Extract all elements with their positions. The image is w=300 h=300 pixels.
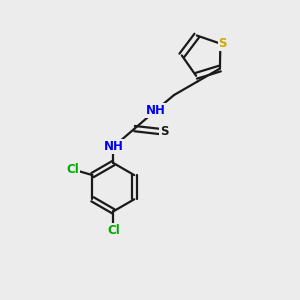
Text: NH: NH (103, 140, 123, 153)
Text: NH: NH (146, 104, 166, 117)
Text: S: S (218, 37, 227, 50)
Text: Cl: Cl (107, 224, 120, 237)
Text: S: S (160, 125, 168, 138)
Text: Cl: Cl (66, 163, 79, 176)
